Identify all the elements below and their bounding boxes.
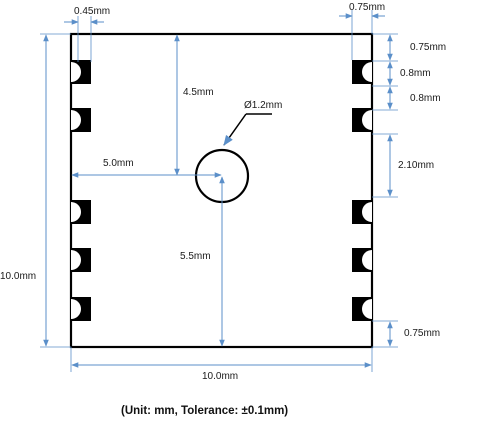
- pad-gap-label: 0.8mm: [410, 93, 441, 104]
- bottom-pad-offset-label: 0.75mm: [404, 328, 440, 339]
- left-pad: [71, 297, 91, 321]
- right-pad-depth-dimension: [339, 10, 385, 60]
- left-pads: [71, 60, 91, 321]
- top-pad-offset-label: 0.75mm: [410, 42, 446, 53]
- right-pad-depth-label: 0.75mm: [349, 2, 385, 13]
- right-pad: [352, 248, 372, 272]
- left-pad: [71, 60, 91, 84]
- right-pad: [352, 200, 372, 224]
- pitch-gap-label: 2.10mm: [398, 160, 434, 171]
- right-pad: [352, 60, 372, 84]
- left-pad: [71, 108, 91, 132]
- pad-length-label: 0.8mm: [400, 68, 431, 79]
- right-pads: [352, 60, 372, 321]
- body-height-dimension: [40, 33, 71, 348]
- left-pad: [71, 248, 91, 272]
- pad-width-dimension: [64, 16, 104, 62]
- hole-diameter-label: Ø1.2mm: [244, 100, 282, 111]
- package-body-outline: [69, 32, 374, 349]
- right-pad: [352, 297, 372, 321]
- right-pad: [352, 108, 372, 132]
- right-vertical-dimensions: [372, 33, 398, 348]
- hole-bottom-offset-label: 5.5mm: [180, 251, 211, 262]
- body-width-dimension: [70, 347, 373, 372]
- hole-diameter-leader: [223, 113, 272, 146]
- body-height-label: 10.0mm: [0, 271, 36, 282]
- caption: (Unit: mm, Tolerance: ±0.1mm): [121, 405, 288, 417]
- pad-width-label: 0.45mm: [74, 6, 110, 17]
- body-width-label: 10.0mm: [202, 371, 238, 382]
- left-pad: [71, 200, 91, 224]
- hole-top-offset-label: 4.5mm: [183, 87, 214, 98]
- hole-left-offset-label: 5.0mm: [103, 158, 134, 169]
